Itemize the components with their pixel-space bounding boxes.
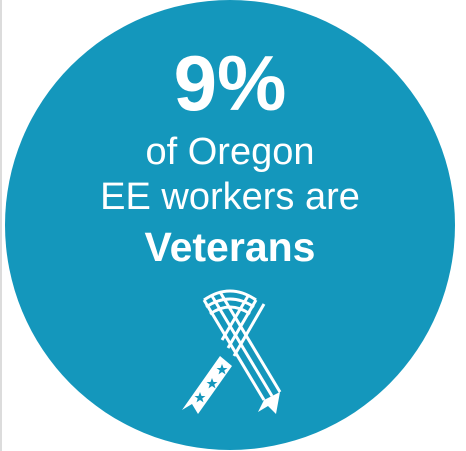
stat-line-1: of Oregon [145, 131, 315, 173]
stat-line-2: EE workers are [100, 176, 360, 218]
stat-emphasis: Veterans [144, 224, 316, 270]
left-divider [0, 0, 2, 451]
stat-percent: 9% [173, 39, 287, 127]
stat-circle [5, 0, 455, 450]
ribbon-icon [182, 289, 282, 414]
